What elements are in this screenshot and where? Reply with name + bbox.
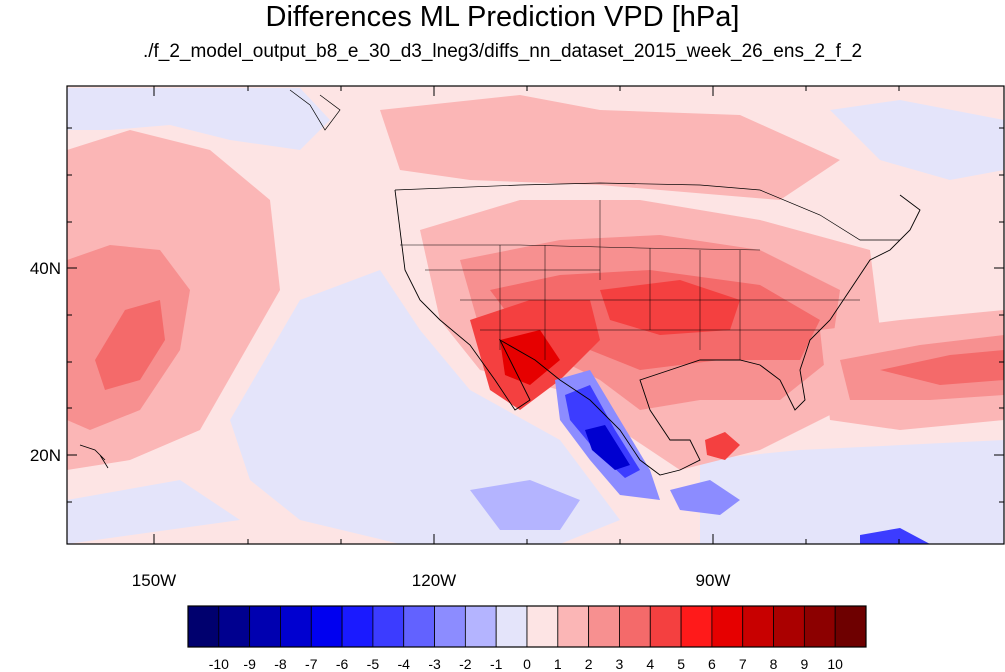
- colorbar-label: -7: [305, 656, 318, 672]
- region-red-pacific: [95, 300, 165, 390]
- colorbar-swatch: [588, 605, 620, 648]
- colorbar-swatch: [649, 605, 682, 648]
- lat-label-20n: 20N: [30, 446, 61, 465]
- colorbar-label: -9: [243, 656, 256, 672]
- colorbar-label: 1: [554, 656, 562, 672]
- region-blue-southeast: [860, 528, 930, 544]
- region-lightblue-caribbean: [700, 440, 1004, 544]
- region-lightblue-southwest: [67, 480, 240, 544]
- region-lightblue-north: [67, 88, 330, 150]
- lon-label-90w: 90W: [696, 571, 731, 590]
- coastline: [394, 189, 921, 476]
- colorbar-swatch: [773, 605, 805, 648]
- colorbar-swatch: [249, 605, 281, 648]
- region-lightblue-pacific: [230, 270, 620, 544]
- colorbar-swatch: [834, 605, 867, 648]
- colorbar-swatch: [403, 605, 435, 648]
- colorbar-swatch: [310, 605, 343, 648]
- colorbar-swatch: [495, 605, 528, 648]
- colorbar-swatch: [711, 605, 744, 648]
- coast-alaska: [289, 89, 341, 131]
- colorbar-label: -6: [336, 656, 349, 672]
- colorbar-label: -4: [398, 656, 411, 672]
- colorbar-swatch: [619, 605, 651, 648]
- colorbar-label: 5: [677, 656, 685, 672]
- lat-ticks: [67, 127, 1004, 503]
- colorbar-label: -5: [367, 656, 380, 672]
- colorbar-swatch: [526, 605, 559, 648]
- map-title: Differences ML Prediction VPD [hPa]: [265, 1, 740, 33]
- region-gulf-hotspot: [705, 432, 740, 460]
- colorbar-swatch: [464, 605, 497, 648]
- colorbar-swatch: [280, 605, 312, 648]
- colorbar-frame: [187, 605, 867, 648]
- contour-field: [67, 86, 1004, 544]
- colorbar-swatch: [372, 605, 405, 648]
- lon-ticks: [153, 86, 900, 544]
- hawaii-islands: [79, 444, 109, 469]
- colorbar-swatch: [218, 605, 251, 648]
- colorbar: [187, 605, 867, 648]
- colorbar-swatch: [742, 605, 774, 648]
- region-lightblue-northeast: [830, 100, 1004, 180]
- region-red-atlantic: [880, 350, 1004, 385]
- colorbar-label: 6: [708, 656, 716, 672]
- colorbar-label: 2: [585, 656, 593, 672]
- region-darkblue-mexico: [585, 425, 630, 470]
- colorbar-label: -1: [490, 656, 503, 672]
- colorbar-label: 9: [800, 656, 808, 672]
- colorbar-swatch: [680, 605, 713, 648]
- map-subtitle: ./f_2_model_output_b8_e_30_d3_lneg3/diff…: [142, 41, 863, 62]
- region-blue-caribbean: [670, 480, 740, 515]
- colorbar-swatch: [434, 605, 466, 648]
- region-pink-canada: [380, 95, 840, 200]
- colorbar-label: -10: [209, 656, 229, 672]
- state-borders: [400, 200, 860, 360]
- colorbar-swatch: [187, 605, 220, 648]
- colorbar-label: 7: [739, 656, 747, 672]
- colorbar-label: -8: [274, 656, 287, 672]
- colorbar-label: 8: [770, 656, 778, 672]
- colorbar-swatch: [803, 605, 836, 648]
- lon-label-150w: 150W: [132, 571, 176, 590]
- region-strong-plains: [600, 280, 740, 335]
- us-canada-border: [394, 182, 900, 241]
- colorbar-swatch: [341, 605, 374, 648]
- lon-label-120w: 120W: [412, 571, 456, 590]
- colorbar-swatch: [557, 605, 590, 648]
- colorbar-label: 0: [523, 656, 531, 672]
- colorbar-label: -2: [459, 656, 472, 672]
- colorbar-labels: -10 -9 -8 -7 -6 -5 -4 -3 -2 -1 0 1 2 3 4 5 6 7 8 9 10: [209, 656, 843, 672]
- colorbar-label: 4: [646, 656, 654, 672]
- colorbar-label: 10: [827, 656, 843, 672]
- lat-label-40n: 40N: [30, 259, 61, 278]
- colorbar-label: -3: [428, 656, 441, 672]
- colorbar-label: 3: [616, 656, 624, 672]
- region-blue-eastpacific: [470, 480, 580, 530]
